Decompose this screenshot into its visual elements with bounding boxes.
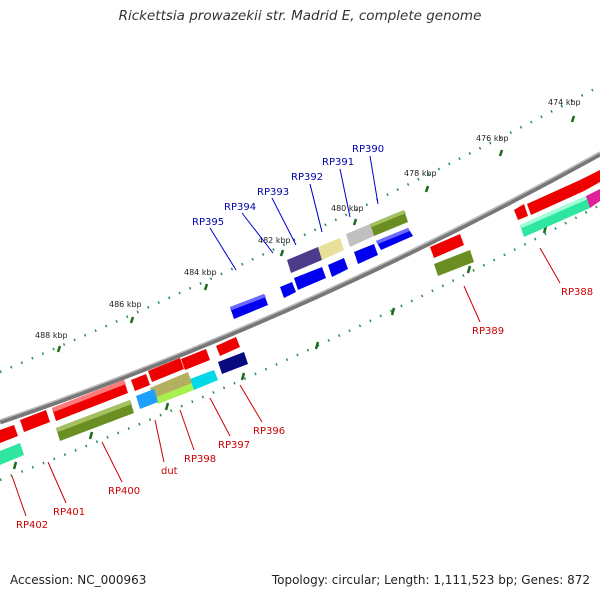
map-title: Rickettsia prowazekii str. Madrid E, com… (118, 8, 482, 24)
label-dut: dut (161, 466, 178, 477)
gene-RP394-forward (280, 282, 296, 298)
reverse-genes (0, 170, 600, 443)
feature-navy-RP396 (218, 352, 248, 374)
kbp-474: 474 kbp (548, 98, 581, 107)
gene-RP388-reverse (527, 180, 584, 215)
feature-khaki (150, 372, 192, 398)
label-RP389: RP389 (472, 326, 504, 337)
outer-scale-ring (0, 84, 600, 374)
label-RP395: RP395 (192, 217, 224, 228)
kbp-488: 488 kbp (35, 331, 68, 340)
label-RP393: RP393 (257, 187, 289, 198)
kbp-labels: 474 kbp 476 kbp 478 kbp 480 kbp 482 kbp … (35, 98, 581, 340)
label-RP402: RP402 (16, 520, 48, 531)
label-RP398: RP398 (184, 454, 216, 465)
label-RP390: RP390 (352, 144, 384, 155)
kbp-482: 482 kbp (258, 236, 291, 245)
gene-RP401-reverse (20, 410, 50, 432)
feature-blue-dut (136, 389, 158, 409)
top-feature-boxes (287, 210, 408, 273)
kbp-484: 484 kbp (184, 268, 217, 277)
gene-RP402-reverse (0, 425, 18, 443)
kbp-486: 486 kbp (109, 300, 142, 309)
feature-olive-top (370, 210, 408, 236)
top-leaders (209, 155, 379, 271)
label-RP397: RP397 (218, 440, 250, 451)
kbp-480: 480 kbp (331, 204, 364, 213)
kbp-476: 476 kbp (476, 134, 509, 143)
kbp-478: 478 kbp (404, 169, 437, 178)
label-RP401: RP401 (53, 507, 85, 518)
inner-scale-ring (0, 203, 600, 482)
forward-genes (230, 228, 413, 319)
bottom-labels: RP388 RP389 RP396 RP397 RP398 dut RP400 … (16, 287, 593, 531)
feature-olive-RP389 (434, 250, 474, 276)
gene-RP391-forward (354, 244, 378, 264)
feature-grey-top (346, 224, 374, 247)
feature-magenta (586, 189, 600, 208)
outer-major-ticks (56, 115, 576, 353)
label-RP400: RP400 (108, 486, 140, 497)
feature-purple-top (287, 247, 322, 273)
backbone (0, 151, 600, 425)
gene-RP395-forward (230, 294, 268, 319)
summary-text: Topology: circular; Length: 1,111,523 bp… (271, 573, 590, 587)
bottom-leaders (11, 247, 561, 517)
gene-RP392-forward (328, 258, 348, 277)
top-labels: RP390 RP391 RP392 RP393 RP394 RP395 (192, 144, 384, 228)
label-RP391: RP391 (322, 157, 354, 168)
gene-dut-reverse (131, 374, 150, 391)
feature-teal-RP388 (520, 196, 590, 237)
gene-RP393-forward (294, 267, 326, 290)
feature-teal-RP402 (0, 443, 24, 465)
gene-RP396-reverse (216, 337, 240, 356)
gene-RP389-reverse (430, 234, 464, 258)
label-RP388: RP388 (561, 287, 593, 298)
accession-text: Accession: NC_000963 (10, 573, 147, 587)
label-RP392: RP392 (291, 172, 323, 183)
gene-RP398-reverse (148, 358, 184, 382)
feature-cyan (190, 370, 218, 390)
gene-RP397-reverse (181, 349, 210, 370)
feature-yellow-top (318, 238, 344, 260)
label-RP396: RP396 (253, 426, 285, 437)
bottom-feature-boxes (0, 189, 600, 465)
label-RP394: RP394 (224, 202, 256, 213)
